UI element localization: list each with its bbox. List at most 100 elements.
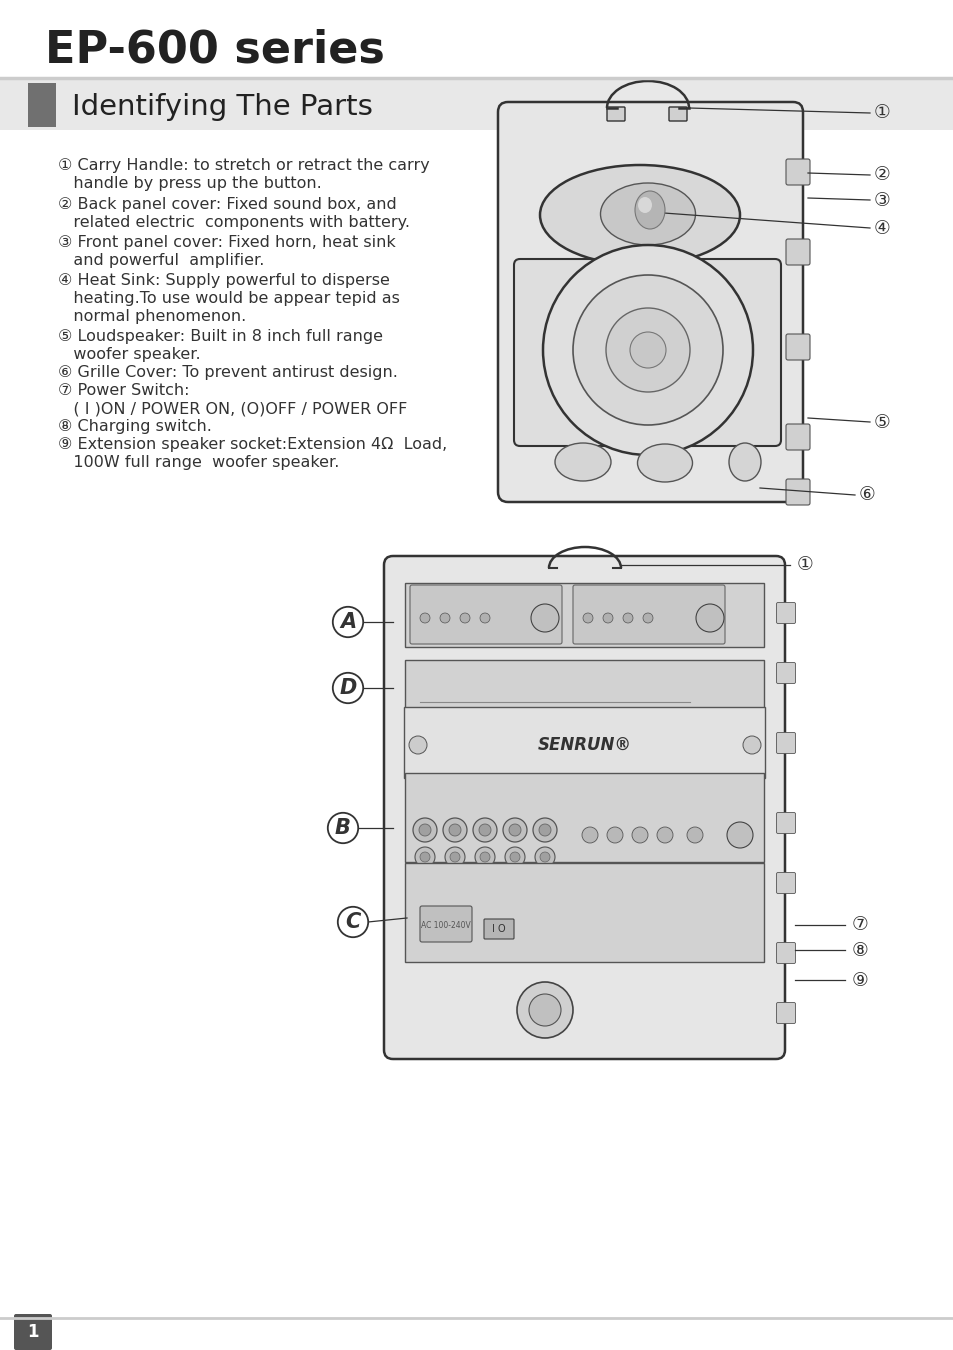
Text: normal phenomenon.: normal phenomenon. bbox=[58, 309, 246, 324]
Circle shape bbox=[742, 736, 760, 755]
Text: ⑧ Charging switch.: ⑧ Charging switch. bbox=[58, 418, 212, 433]
Ellipse shape bbox=[539, 165, 740, 265]
Text: B: B bbox=[335, 818, 351, 838]
Text: related electric  components with battery.: related electric components with battery… bbox=[58, 215, 410, 230]
FancyBboxPatch shape bbox=[405, 660, 763, 714]
Circle shape bbox=[581, 828, 598, 842]
Circle shape bbox=[478, 824, 491, 836]
FancyBboxPatch shape bbox=[776, 602, 795, 624]
FancyBboxPatch shape bbox=[443, 714, 459, 726]
FancyBboxPatch shape bbox=[419, 906, 472, 942]
Circle shape bbox=[605, 308, 689, 392]
Circle shape bbox=[442, 818, 467, 842]
FancyBboxPatch shape bbox=[410, 585, 561, 644]
Circle shape bbox=[686, 828, 702, 842]
Ellipse shape bbox=[638, 197, 651, 213]
Circle shape bbox=[504, 846, 524, 867]
Ellipse shape bbox=[728, 443, 760, 481]
Text: ②: ② bbox=[873, 166, 890, 185]
Text: ⑤: ⑤ bbox=[873, 413, 890, 432]
Circle shape bbox=[622, 613, 633, 622]
Text: ① Carry Handle: to stretch or retract the carry: ① Carry Handle: to stretch or retract th… bbox=[58, 158, 429, 173]
Ellipse shape bbox=[635, 190, 664, 230]
Circle shape bbox=[475, 846, 495, 867]
FancyBboxPatch shape bbox=[0, 80, 953, 130]
Circle shape bbox=[602, 613, 613, 622]
Circle shape bbox=[413, 818, 436, 842]
Circle shape bbox=[450, 852, 459, 863]
Circle shape bbox=[479, 613, 490, 622]
Circle shape bbox=[631, 828, 647, 842]
Circle shape bbox=[726, 822, 752, 848]
Ellipse shape bbox=[637, 444, 692, 482]
Text: ⑨: ⑨ bbox=[851, 971, 868, 990]
FancyBboxPatch shape bbox=[785, 479, 809, 505]
Circle shape bbox=[573, 275, 722, 425]
Circle shape bbox=[509, 824, 520, 836]
Circle shape bbox=[535, 846, 555, 867]
Circle shape bbox=[409, 736, 427, 755]
Circle shape bbox=[542, 244, 752, 455]
FancyBboxPatch shape bbox=[405, 863, 763, 963]
Text: Identifying The Parts: Identifying The Parts bbox=[71, 93, 373, 122]
Text: heating.To use would be appear tepid as: heating.To use would be appear tepid as bbox=[58, 292, 399, 306]
Circle shape bbox=[696, 603, 723, 632]
Text: ( I )ON / POWER ON, (O)OFF / POWER OFF: ( I )ON / POWER ON, (O)OFF / POWER OFF bbox=[58, 401, 407, 416]
Text: ①: ① bbox=[796, 555, 813, 575]
Text: ④ Heat Sink: Supply powerful to disperse: ④ Heat Sink: Supply powerful to disperse bbox=[58, 273, 390, 288]
Circle shape bbox=[582, 613, 593, 622]
Text: SENRUN®: SENRUN® bbox=[537, 736, 631, 755]
Ellipse shape bbox=[599, 184, 695, 244]
Text: A: A bbox=[339, 612, 355, 632]
FancyBboxPatch shape bbox=[533, 714, 548, 726]
FancyBboxPatch shape bbox=[606, 107, 624, 122]
Circle shape bbox=[419, 613, 430, 622]
FancyBboxPatch shape bbox=[776, 1003, 795, 1023]
Circle shape bbox=[529, 994, 560, 1026]
Text: ⑥ Grille Cover: To prevent antirust design.: ⑥ Grille Cover: To prevent antirust desi… bbox=[58, 364, 397, 379]
Text: I O: I O bbox=[492, 923, 505, 934]
Text: ⑥: ⑥ bbox=[858, 486, 875, 505]
FancyBboxPatch shape bbox=[28, 82, 56, 127]
FancyBboxPatch shape bbox=[573, 585, 724, 644]
FancyBboxPatch shape bbox=[418, 714, 435, 726]
FancyBboxPatch shape bbox=[776, 813, 795, 833]
Circle shape bbox=[533, 818, 557, 842]
Text: EP-600 series: EP-600 series bbox=[45, 28, 384, 72]
FancyBboxPatch shape bbox=[577, 714, 593, 726]
Text: ⑦: ⑦ bbox=[851, 915, 868, 934]
FancyBboxPatch shape bbox=[776, 733, 795, 753]
Text: ③ Front panel cover: Fixed horn, heat sink: ③ Front panel cover: Fixed horn, heat si… bbox=[58, 235, 395, 250]
Circle shape bbox=[502, 818, 526, 842]
Text: ⑨ Extension speaker socket:Extension 4Ω  Load,: ⑨ Extension speaker socket:Extension 4Ω … bbox=[58, 437, 447, 452]
Circle shape bbox=[418, 824, 431, 836]
Circle shape bbox=[473, 818, 497, 842]
FancyBboxPatch shape bbox=[467, 714, 482, 726]
Text: D: D bbox=[339, 678, 356, 698]
Circle shape bbox=[444, 846, 464, 867]
Text: ⑤ Loudspeaker: Built in 8 inch full range: ⑤ Loudspeaker: Built in 8 inch full rang… bbox=[58, 329, 382, 344]
Circle shape bbox=[538, 824, 551, 836]
Circle shape bbox=[531, 603, 558, 632]
Text: ② Back panel cover: Fixed sound box, and: ② Back panel cover: Fixed sound box, and bbox=[58, 197, 396, 212]
FancyBboxPatch shape bbox=[776, 663, 795, 683]
FancyBboxPatch shape bbox=[14, 1314, 52, 1350]
Circle shape bbox=[657, 828, 672, 842]
FancyBboxPatch shape bbox=[405, 583, 763, 647]
Text: 100W full range  woofer speaker.: 100W full range woofer speaker. bbox=[58, 455, 339, 470]
FancyBboxPatch shape bbox=[555, 714, 571, 726]
Circle shape bbox=[459, 613, 470, 622]
Circle shape bbox=[642, 613, 652, 622]
Circle shape bbox=[606, 828, 622, 842]
FancyBboxPatch shape bbox=[776, 942, 795, 964]
Text: ①: ① bbox=[873, 104, 890, 123]
FancyBboxPatch shape bbox=[405, 774, 763, 863]
Circle shape bbox=[510, 852, 519, 863]
FancyBboxPatch shape bbox=[785, 239, 809, 265]
Text: C: C bbox=[345, 913, 360, 931]
Circle shape bbox=[517, 981, 573, 1038]
Text: 1: 1 bbox=[28, 1323, 39, 1341]
Text: woofer speaker.: woofer speaker. bbox=[58, 347, 200, 362]
FancyBboxPatch shape bbox=[384, 556, 784, 1058]
Circle shape bbox=[539, 852, 550, 863]
